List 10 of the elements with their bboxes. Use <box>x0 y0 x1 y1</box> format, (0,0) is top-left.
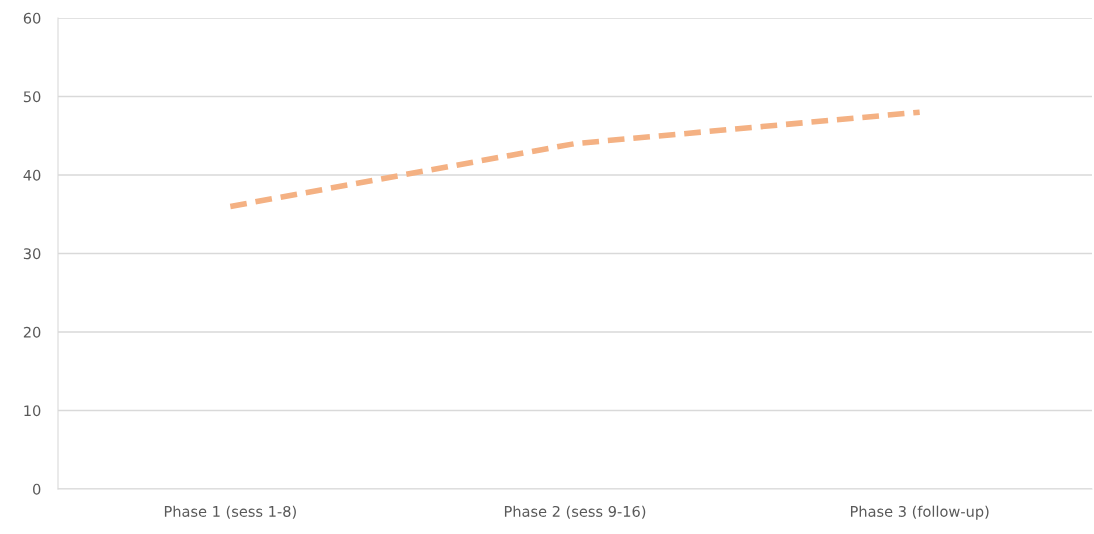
y-tick-label: 40 <box>23 169 41 181</box>
y-tick-label: 30 <box>23 248 41 260</box>
y-tick-label: 20 <box>23 326 41 338</box>
y-tick-label: 50 <box>23 91 41 103</box>
x-tick-label: Phase 1 (sess 1-8) <box>164 505 296 519</box>
y-tick-label: 60 <box>23 12 41 24</box>
y-tick-label: 0 <box>33 483 41 495</box>
x-tick-label: Phase 3 (follow-up) <box>850 505 989 520</box>
y-tick-label: 10 <box>24 405 41 417</box>
x-tick-label: Phase 2 (sess 9-16) <box>504 505 646 519</box>
